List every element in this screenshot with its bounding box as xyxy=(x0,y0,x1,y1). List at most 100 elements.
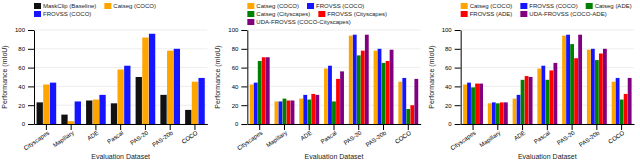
bar xyxy=(616,78,620,124)
grid-line xyxy=(34,67,207,68)
legend-swatch xyxy=(461,11,468,17)
bar xyxy=(266,57,270,124)
bar xyxy=(382,63,386,124)
bar xyxy=(471,87,475,124)
tick-label: 80 xyxy=(232,46,239,52)
grid-line xyxy=(34,30,207,31)
x-axis: CityscapesMapillaryADEPascalPAS-20PAS-20… xyxy=(23,124,208,151)
bar xyxy=(628,78,632,124)
tick-label: COCO xyxy=(181,129,199,144)
legend-label: MaskClip (Baseline) xyxy=(43,3,96,9)
tick-mark xyxy=(28,124,34,125)
tick: COCO xyxy=(181,124,199,145)
legend-item: MaskClip (Baseline) xyxy=(34,3,96,9)
legend-swatch xyxy=(104,3,111,9)
legend-label: FROVSS (ADE) xyxy=(470,11,513,17)
bar xyxy=(86,101,92,125)
bar xyxy=(160,95,166,124)
bar xyxy=(529,77,533,124)
tick: 80 xyxy=(445,46,461,52)
x-axis: CityscapesMapillaryADEPascalPAS-20PAS-20… xyxy=(236,124,421,151)
tick-label: Cityscapes xyxy=(23,130,50,152)
tick-label: PAS-20 xyxy=(343,129,364,146)
y-axis-title: Performance (mIoU) xyxy=(428,45,436,108)
legend: Catseg (COCO)FROVSS (COCO)Catseg (Citysc… xyxy=(247,3,387,25)
bar xyxy=(198,78,204,124)
tick-label: 0 xyxy=(448,121,452,127)
tick-mark xyxy=(455,30,461,31)
tick-label: Cityscapes xyxy=(449,130,476,152)
bar xyxy=(111,103,117,124)
bar xyxy=(545,80,549,124)
bar xyxy=(332,101,336,124)
bar xyxy=(299,99,303,124)
legend-label: Catseg (ADE) xyxy=(595,3,632,9)
tick: PAS-20 xyxy=(556,124,577,146)
bar xyxy=(185,110,191,124)
axis-line xyxy=(248,124,421,125)
tick-label: 80 xyxy=(18,46,25,52)
bar xyxy=(93,100,99,124)
bar xyxy=(599,54,603,125)
bar xyxy=(142,38,148,124)
bar xyxy=(99,95,105,124)
bar xyxy=(167,51,173,124)
legend: MaskClip (Baseline)Catseg (COCO)FROVSS (… xyxy=(34,3,156,17)
grid-line xyxy=(247,86,420,87)
tick-label: 40 xyxy=(18,84,25,90)
tick-mark xyxy=(28,49,34,50)
bar xyxy=(275,101,279,124)
legend-label: Catseg (COCO) xyxy=(256,3,299,9)
tick-label: ADE xyxy=(86,130,100,142)
legend-label: Catseg (COCO) xyxy=(470,3,513,9)
legend-label: UDA-FROVSS (COCO-Cityscapes) xyxy=(256,19,350,25)
bar xyxy=(553,63,557,124)
tick-label: 100 xyxy=(442,27,453,33)
tick: 100 xyxy=(442,27,461,33)
bar xyxy=(353,35,357,124)
tick: ADE xyxy=(86,124,100,142)
bar xyxy=(50,83,56,124)
bar xyxy=(361,51,365,124)
x-axis: CityscapesMapillaryADEPascalPAS-20PAS-20… xyxy=(449,124,634,151)
tick: Cityscapes xyxy=(236,124,263,151)
tick: 100 xyxy=(15,27,34,33)
tick-mark xyxy=(241,49,247,50)
bar xyxy=(591,49,595,124)
tick: 0 xyxy=(448,121,460,127)
legend-swatch xyxy=(520,3,527,9)
tick: Pascal xyxy=(106,124,124,145)
bar xyxy=(620,100,624,124)
axis-line xyxy=(34,31,35,125)
tick: COCO xyxy=(607,124,625,145)
bar xyxy=(61,115,67,124)
tick: PAS-20b xyxy=(578,124,601,148)
panel: 020406080100CityscapesMapillaryADEPascal… xyxy=(214,27,421,160)
bar xyxy=(525,76,529,124)
tick-label: PAS-20 xyxy=(556,129,577,146)
bar xyxy=(254,83,258,124)
bar-series xyxy=(266,35,418,124)
bar xyxy=(406,109,410,124)
legend-item: Catseg (COCO) xyxy=(104,3,156,9)
tick-mark xyxy=(455,68,461,69)
tick: 60 xyxy=(18,65,34,71)
bar xyxy=(328,66,332,124)
bar xyxy=(562,36,566,124)
tick-label: 60 xyxy=(18,65,25,71)
grid-line xyxy=(461,30,634,31)
tick: PAS-20b xyxy=(365,124,388,148)
bar xyxy=(603,49,607,124)
legend-swatch xyxy=(247,11,254,17)
legend-item: UDA-FROVSS (COCO-ADE) xyxy=(520,11,606,17)
legend-item: Catseg (COCO) xyxy=(461,3,513,9)
bar xyxy=(414,79,418,124)
tick: 20 xyxy=(445,103,461,109)
bar xyxy=(500,102,504,124)
grid-line xyxy=(461,48,634,49)
tick-label: 20 xyxy=(232,103,239,109)
tick: 40 xyxy=(445,84,461,90)
y-axis: 020406080100 xyxy=(442,27,462,127)
bar xyxy=(521,80,525,124)
legend-swatch xyxy=(586,3,593,9)
